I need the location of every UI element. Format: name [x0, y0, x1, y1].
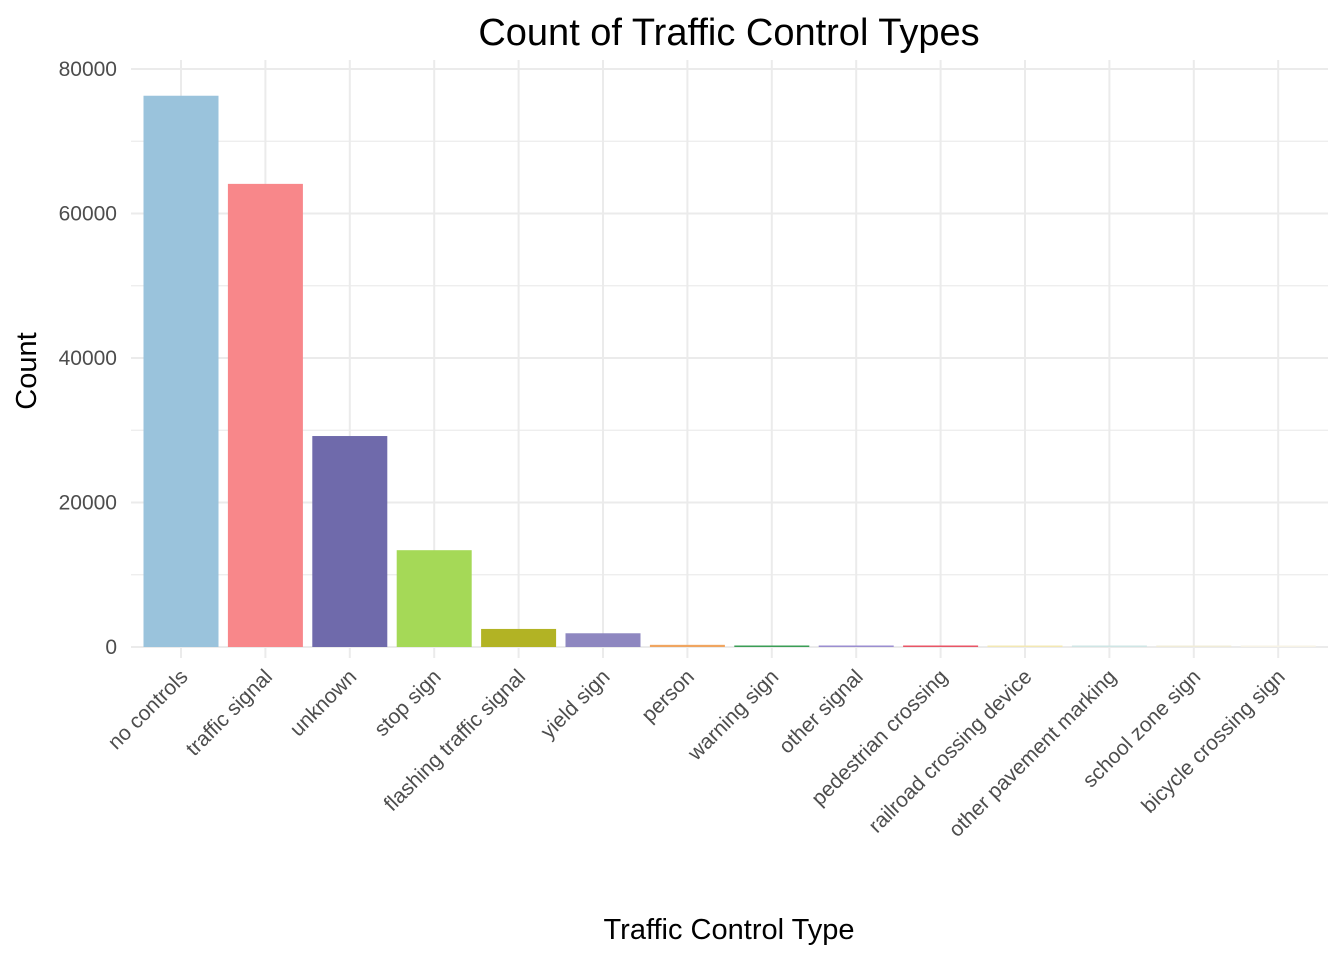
bar-pedestrian-crossing [903, 645, 979, 647]
grid-lines [131, 60, 1328, 658]
y-axis-title: Count [11, 332, 43, 409]
x-tick-label: unknown [286, 665, 362, 741]
y-tick-label: 80000 [59, 58, 117, 81]
bars [143, 95, 1316, 648]
bar-no-controls [143, 95, 219, 648]
bar-flashing-traffic-signal [481, 628, 557, 647]
y-tick-label: 0 [105, 636, 117, 659]
x-tick-label: bicycle crossing sign [1137, 665, 1289, 817]
x-tick-label: flashing traffic signal [380, 665, 531, 816]
bar-traffic-signal [227, 183, 303, 647]
x-tick-label: person [637, 665, 699, 727]
bar-bicycle-crossing-sign [1240, 645, 1316, 647]
bar-warning-sign [734, 645, 810, 647]
y-tick-label: 60000 [59, 203, 117, 226]
bar-person [649, 644, 725, 647]
bar-stop-sign [396, 550, 472, 647]
bar-other-signal [818, 645, 894, 647]
chart-title: Count of Traffic Control Types [478, 12, 979, 54]
bar-yield-sign [565, 633, 641, 647]
x-tick-label: stop sign [370, 665, 446, 741]
x-tick-label: traffic signal [182, 665, 277, 760]
y-tick-label: 40000 [59, 347, 117, 370]
bar-railroad-crossing-device [987, 645, 1063, 647]
bar-other-pavement-marking [1071, 645, 1147, 647]
y-axis-ticks: 0 20000 40000 60000 80000 [59, 58, 117, 659]
x-axis-title: Traffic Control Type [604, 914, 855, 946]
x-tick-label: warning sign [683, 665, 783, 765]
x-tick-label: other pavement marking [945, 665, 1121, 841]
bar-unknown [312, 436, 388, 647]
x-tick-label: railroad crossing device [864, 665, 1036, 837]
x-tick-label: other signal [775, 665, 868, 758]
y-tick-label: 20000 [59, 492, 117, 515]
x-tick-label: no controls [104, 665, 193, 754]
x-tick-label: yield sign [536, 665, 614, 743]
bar-school-zone-sign [1156, 645, 1232, 647]
